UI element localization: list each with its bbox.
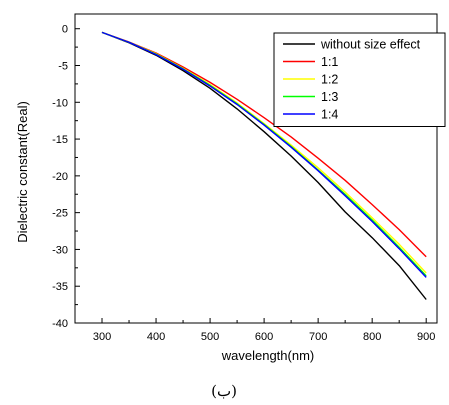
y-tick-label: -35 (52, 281, 68, 293)
y-axis-label: Dielectric constant(Real) (15, 101, 30, 243)
y-tick-label: -20 (52, 171, 68, 183)
x-axis-label: wavelength(nm) (221, 348, 315, 363)
x-tick-label: 300 (93, 331, 111, 343)
y-tick-label: -40 (52, 318, 68, 330)
legend-label: 1:2 (321, 73, 338, 87)
legend-label: 1:3 (321, 90, 338, 104)
x-tick-label: 800 (363, 331, 381, 343)
y-tick-label: -5 (58, 61, 68, 73)
x-tick-label: 400 (147, 331, 165, 343)
legend-label: without size effect (320, 38, 421, 52)
legend-label: 1:4 (321, 108, 338, 122)
axes: 300 400 500 600 700 800 900 0 -5 -10 -15 -20 -25 -30 -… (52, 13, 438, 343)
y-tick-label: -25 (52, 208, 68, 220)
legend: without size effect 1:1 1:2 1:3 1:4 (273, 32, 446, 127)
plot-area (101, 31, 427, 300)
y-tick-label: -30 (52, 244, 68, 256)
series-line-1-4 (101, 31, 427, 278)
figure-caption: (ب) (211, 382, 237, 400)
x-tick-label: 500 (201, 331, 219, 343)
y-tick-label: -10 (52, 97, 68, 109)
legend-label: 1:1 (321, 55, 338, 69)
legend-box (273, 32, 446, 127)
plot-frame (74, 13, 438, 324)
y-tick-label: -15 (52, 134, 68, 146)
y-tick-label: 0 (62, 24, 68, 36)
x-tick-label: 900 (417, 331, 435, 343)
x-tick-label: 600 (255, 331, 273, 343)
x-tick-label: 700 (309, 331, 327, 343)
